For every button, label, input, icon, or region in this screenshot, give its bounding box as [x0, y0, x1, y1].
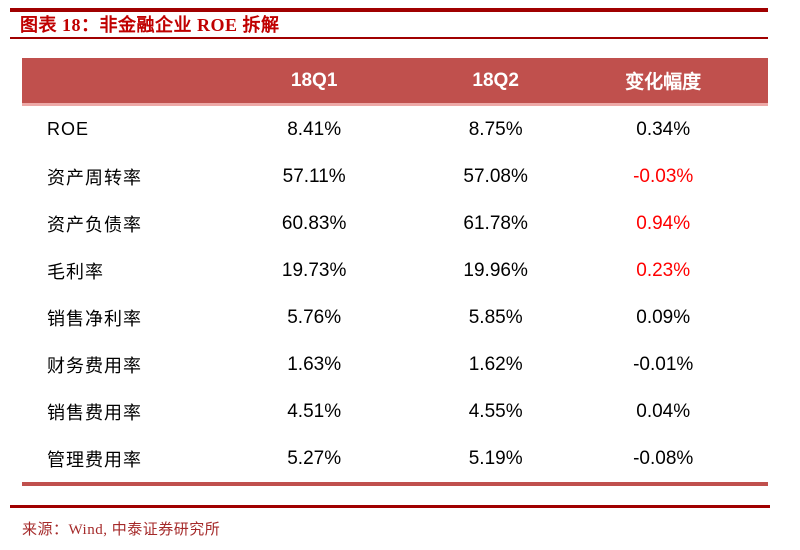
row-label: ROE — [47, 119, 90, 139]
row-label: 管理费用率 — [47, 449, 142, 470]
change-cell: -0.03% — [633, 165, 694, 187]
value-cell-18q1: 60.83% — [281, 212, 347, 234]
row-label: 财务费用率 — [47, 355, 142, 376]
row-label: 销售净利率 — [47, 308, 142, 329]
table-header-row: 18Q1 18Q2 变化幅度 — [22, 58, 768, 106]
change-cell: 0.23% — [636, 259, 691, 281]
change-cell: 0.34% — [636, 118, 691, 140]
table-row: 销售费用率 4.51% 4.55% 0.04% — [22, 388, 768, 435]
value-cell-18q2: 57.08% — [463, 165, 528, 187]
change-cell: -0.08% — [633, 447, 694, 469]
value-cell-18q1: 8.41% — [287, 118, 342, 140]
table-row: 销售净利率 5.76% 5.85% 0.09% — [22, 294, 768, 341]
header-cell-change: 变化幅度 — [625, 72, 702, 93]
table-row: ROE 8.41% 8.75% 0.34% — [22, 106, 768, 153]
figure-title-block: 图表 18：非金融企业 ROE 拆解 — [10, 8, 768, 39]
table-row: 资产周转率 57.11% 57.08% -0.03% — [22, 153, 768, 200]
figure-title: 图表 18：非金融企业 ROE 拆解 — [20, 15, 280, 35]
value-cell-18q1: 19.73% — [281, 259, 347, 281]
value-cell-18q2: 61.78% — [463, 212, 528, 234]
roe-decomposition-table: 18Q1 18Q2 变化幅度 ROE 8.41% 8.75% 0.34% 资产周… — [22, 58, 768, 486]
value-cell-18q2: 1.62% — [468, 353, 523, 375]
row-label: 毛利率 — [47, 261, 104, 282]
value-cell-18q1: 4.51% — [287, 400, 342, 422]
change-cell: 0.94% — [636, 212, 691, 234]
value-cell-18q1: 1.63% — [287, 353, 342, 375]
table-row: 财务费用率 1.63% 1.62% -0.01% — [22, 341, 768, 388]
change-cell: 0.09% — [636, 306, 691, 328]
value-cell-18q1: 5.27% — [287, 447, 342, 469]
value-cell-18q1: 57.11% — [282, 165, 346, 187]
value-cell-18q2: 19.96% — [463, 259, 528, 281]
row-label: 资产周转率 — [47, 167, 142, 188]
row-label: 资产负债率 — [47, 214, 142, 235]
table-row: 毛利率 19.73% 19.96% 0.23% — [22, 247, 768, 294]
value-cell-18q2: 5.85% — [468, 306, 523, 328]
value-cell-18q2: 4.55% — [468, 400, 523, 422]
row-label: 销售费用率 — [47, 402, 142, 423]
table-row: 管理费用率 5.27% 5.19% -0.08% — [22, 435, 768, 482]
bottom-rule — [10, 505, 770, 508]
header-cell-18q2: 18Q2 — [472, 69, 519, 91]
source-note: 来源：Wind, 中泰证券研究所 — [22, 522, 221, 538]
change-cell: -0.01% — [633, 353, 694, 375]
value-cell-18q2: 8.75% — [468, 118, 523, 140]
table-row: 资产负债率 60.83% 61.78% 0.94% — [22, 200, 768, 247]
value-cell-18q2: 5.19% — [468, 447, 523, 469]
header-cell-18q1: 18Q1 — [290, 69, 338, 91]
change-cell: 0.04% — [636, 400, 691, 422]
value-cell-18q1: 5.76% — [287, 306, 342, 328]
